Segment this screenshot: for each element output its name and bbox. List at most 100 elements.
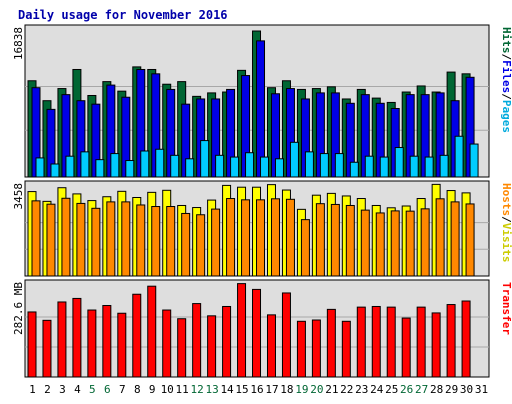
bar-pages-day-3 (65, 155, 75, 178)
bar-transfer-day-25 (386, 306, 396, 378)
panel-hits-files-pages: 16838 Hits/Files/Pages (12, 24, 512, 178)
bar-transfer-day-22 (341, 320, 351, 378)
bar-hosts-day-8 (136, 204, 146, 277)
bar-transfer-day-9 (147, 285, 157, 378)
bar-hosts-day-26 (405, 210, 415, 277)
bar-transfer-day-10 (162, 309, 172, 378)
bar-pages-day-2 (50, 163, 60, 178)
bar-transfer-day-20 (311, 319, 321, 378)
bar-transfer-day-28 (431, 312, 441, 378)
bar-hosts-day-9 (151, 206, 161, 277)
bar-transfer-day-18 (281, 292, 291, 378)
bar-pages-day-11 (185, 158, 195, 178)
bar-transfer-day-14 (222, 305, 232, 378)
bar-pages-day-19 (304, 151, 314, 178)
bar-transfer-day-27 (416, 306, 426, 378)
bar-transfer-day-21 (326, 308, 336, 378)
bar-pages-day-29 (454, 135, 464, 178)
bar-pages-day-20 (319, 153, 329, 178)
bar-pages-day-1 (35, 157, 45, 178)
bar-transfer-day-19 (296, 320, 306, 378)
panel-transfer: 282.6 MB Transfer (12, 279, 512, 378)
bar-hosts-day-25 (390, 210, 400, 277)
bar-pages-day-18 (289, 141, 299, 178)
x-tick-label-day-31: 31 (475, 383, 488, 396)
bar-transfer-day-8 (132, 293, 142, 378)
bar-pages-day-9 (155, 148, 165, 178)
bar-hosts-day-30 (465, 203, 475, 277)
bar-hosts-day-5 (91, 207, 101, 277)
bar-hosts-day-2 (46, 203, 56, 277)
x-tick-label-day-25: 25 (385, 383, 398, 396)
bar-hosts-day-3 (61, 197, 71, 277)
x-axis-labels: 1 2 3 4 5 6 7 8 9 10 11 12 13 14 15 16 17 18 19 20 21 22 23 24 2… (29, 383, 488, 396)
bar-pages-day-30 (469, 143, 479, 178)
x-tick-label-day-5: 5 (89, 383, 96, 396)
bar-transfer-day-3 (57, 301, 67, 378)
side-legend-slash: / (500, 216, 512, 223)
x-tick-label-day-20: 20 (310, 383, 323, 396)
chart-title: Daily usage for November 2016 (18, 8, 228, 22)
x-tick-label-day-19: 19 (295, 383, 308, 396)
bar-transfer-day-16 (252, 288, 262, 378)
bar-pages-day-13 (215, 154, 225, 178)
y-tick-label: 16838 (12, 27, 25, 60)
x-tick-label-day-6: 6 (104, 383, 111, 396)
bar-transfer-day-7 (117, 312, 127, 378)
bar-pages-day-10 (170, 154, 180, 178)
x-tick-label-day-24: 24 (370, 383, 384, 396)
bar-hosts-day-19 (300, 219, 310, 277)
bar-hosts-day-24 (375, 212, 385, 277)
side-legend: Hosts/Visits (500, 183, 512, 263)
bar-transfer-day-29 (446, 304, 456, 378)
x-tick-label-day-18: 18 (280, 383, 293, 396)
x-tick-label-day-23: 23 (355, 383, 368, 396)
bar-hosts-day-27 (420, 208, 430, 277)
bar-pages-day-26 (409, 155, 419, 178)
x-tick-label-day-2: 2 (44, 383, 51, 396)
bar-pages-day-14 (230, 156, 240, 178)
x-tick-label-day-29: 29 (445, 383, 458, 396)
side-legend-files: Files (500, 60, 512, 93)
side-legend-transfer: Transfer (500, 282, 512, 335)
bar-hosts-day-22 (345, 204, 355, 277)
x-tick-label-day-9: 9 (149, 383, 156, 396)
bar-pages-day-27 (424, 156, 434, 178)
bar-hosts-day-28 (435, 198, 445, 277)
x-tick-label-day-7: 7 (119, 383, 126, 396)
side-legend-hits: Hits (500, 27, 512, 54)
bar-pages-day-28 (439, 154, 449, 178)
bar-hosts-day-16 (256, 199, 266, 277)
bar-hosts-day-29 (450, 201, 460, 277)
bar-transfer-day-4 (72, 297, 82, 378)
x-tick-label-day-10: 10 (161, 383, 174, 396)
bar-transfer-day-13 (207, 315, 217, 378)
bar-transfer-day-2 (42, 319, 52, 378)
side-legend-pages: Pages (500, 100, 512, 133)
x-tick-label-day-16: 16 (250, 383, 263, 396)
x-tick-label-day-8: 8 (134, 383, 141, 396)
bar-transfer-day-6 (102, 305, 112, 378)
bar-hosts-day-1 (31, 200, 41, 277)
bar-hosts-day-11 (181, 212, 191, 277)
bar-hosts-day-15 (241, 199, 251, 277)
bar-hosts-day-13 (211, 208, 221, 277)
bar-pages-day-4 (80, 151, 90, 178)
side-legend: Hits/Files/Pages (500, 27, 512, 133)
bar-pages-day-17 (274, 158, 284, 178)
bar-hosts-day-21 (330, 203, 340, 277)
x-tick-label-day-21: 21 (325, 383, 338, 396)
bar-pages-day-7 (125, 160, 135, 178)
x-tick-label-day-28: 28 (430, 383, 443, 396)
bar-hosts-day-4 (76, 202, 86, 277)
x-tick-label-day-1: 1 (29, 383, 36, 396)
bar-hosts-day-12 (196, 214, 206, 277)
bar-pages-day-16 (260, 156, 270, 178)
y-tick-label: 282.6 MB (12, 282, 25, 335)
bar-pages-day-5 (95, 159, 105, 178)
bar-transfer-day-12 (192, 303, 202, 378)
x-tick-label-day-26: 26 (400, 383, 413, 396)
